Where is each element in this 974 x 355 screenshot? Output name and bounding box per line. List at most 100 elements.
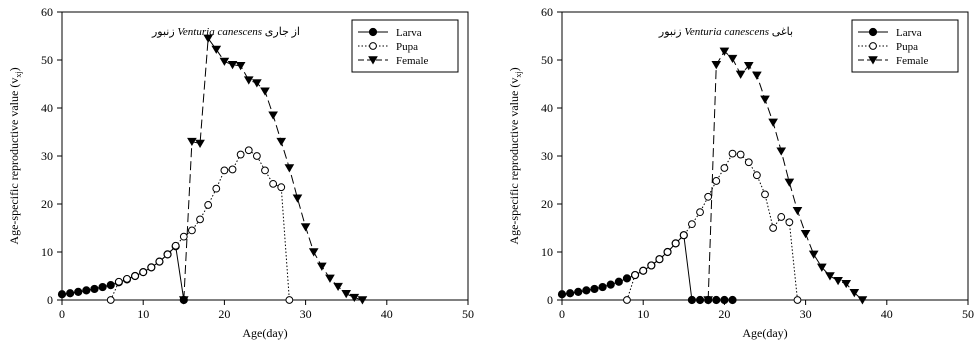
chart2-y-tick-label: 30 — [541, 149, 553, 163]
chart1-point-pupa — [155, 257, 164, 266]
chart2-point-pupa — [647, 261, 656, 270]
chart2-y-tick-label: 60 — [541, 5, 553, 19]
chart2-point-female — [727, 54, 738, 64]
chart2-point-female — [825, 272, 835, 281]
chart1-point-pupa — [252, 152, 261, 160]
chart1-point-pupa — [220, 166, 229, 175]
chart1-point-female — [292, 194, 303, 203]
chart-right: 0 10 20 30 40 50 0 10 20 30 40 50 60 Age(day) Age-spec… — [507, 5, 974, 340]
chart1-point-female — [284, 164, 295, 173]
chart1-point-female — [268, 111, 278, 120]
chart1-point-pupa — [236, 150, 245, 159]
chart1-point-pupa — [114, 277, 123, 286]
chart2-point-pupa — [696, 208, 704, 217]
chart1-point-pupa — [277, 183, 286, 192]
chart2-x-tick-label: 0 — [559, 307, 565, 321]
chart2-point-larva — [598, 282, 607, 292]
chart1-point-pupa — [196, 215, 204, 224]
chart1-point-female — [357, 296, 368, 305]
chart1-point-female — [325, 274, 335, 283]
chart1-series-line-female — [183, 37, 363, 301]
chart2-point-pupa — [752, 171, 761, 180]
chart2-point-female — [776, 147, 787, 156]
chart1-x-tick-label: 10 — [137, 307, 149, 321]
chart2-point-female — [849, 289, 860, 298]
chart2-legend-label-female: Female — [896, 55, 928, 67]
chart2-y-tick-label: 20 — [541, 197, 553, 211]
chart2-point-female — [711, 61, 722, 70]
chart1-point-larva — [106, 281, 115, 290]
chart1-x-tick-label: 50 — [462, 307, 474, 321]
chart2-point-pupa — [712, 177, 721, 185]
chart2-point-female — [857, 296, 868, 305]
chart2-point-female — [808, 250, 819, 259]
chart2-point-larva — [728, 295, 737, 305]
chart1-point-female — [252, 79, 262, 88]
chart1-point-larva — [82, 286, 91, 295]
chart2-point-larva — [687, 295, 697, 305]
chart1-point-female — [195, 139, 205, 148]
chart1-point-female — [219, 57, 230, 66]
chart2-point-pupa — [744, 158, 753, 167]
chart2-point-pupa — [728, 149, 737, 158]
chart2-point-larva — [614, 277, 623, 286]
chart2-legend-marker-larva — [868, 27, 878, 37]
chart1-point-female — [300, 223, 311, 232]
chart1-x-tick-label: 0 — [59, 307, 65, 321]
chart2-x-tick-label: 10 — [637, 307, 649, 321]
chart1-legend-marker-pupa — [369, 42, 377, 50]
chart1-point-pupa — [123, 274, 131, 283]
chart1-y-tick-label: 50 — [41, 53, 53, 67]
chart1-point-pupa — [285, 296, 294, 304]
chart2-point-female — [833, 277, 843, 286]
chart1-point-pupa — [147, 263, 156, 272]
chart1-y-tick-label: 60 — [41, 5, 53, 19]
chart1-point-pupa — [244, 146, 253, 155]
chart2-point-pupa — [688, 220, 696, 229]
chart1-point-female — [308, 248, 319, 257]
chart2-point-pupa — [663, 248, 672, 256]
chart-left: 0 10 20 30 40 50 0 10 20 30 40 50 60 Age(day) Age-spec… — [7, 5, 474, 340]
chart2-point-larva — [712, 295, 721, 305]
chart1-point-pupa — [163, 250, 172, 259]
chart2-point-pupa — [736, 150, 745, 159]
chart1-chart-title: زنبور Venturia canescens از جاری — [151, 26, 300, 38]
chart2-series-line-female — [707, 50, 863, 301]
chart1-legend-marker-female — [368, 56, 378, 65]
chart2-chart-title: زنبور Venturia canescens باغی — [658, 26, 793, 38]
chart1-x-tick-label: 40 — [381, 307, 393, 321]
chart1-y-tick-label: 10 — [41, 245, 53, 259]
chart2-point-larva — [582, 286, 591, 295]
chart2-point-pupa — [671, 239, 680, 248]
chart2-point-larva — [574, 287, 583, 296]
chart1-x-tick-label: 30 — [300, 307, 312, 321]
chart2-point-female — [752, 71, 762, 80]
chart1-point-larva — [57, 290, 67, 299]
chart2-point-female — [792, 206, 803, 216]
chart2-point-pupa — [704, 192, 713, 201]
chart2-point-pupa — [655, 255, 664, 264]
chart1-point-larva — [66, 289, 75, 298]
chart2-legend-label-pupa: Pupa — [896, 41, 918, 53]
chart1-y-axis-label: Age-specific reproductive value (vxj) — [7, 67, 23, 244]
chart2-point-female — [800, 230, 811, 239]
chart2-point-larva — [566, 289, 575, 298]
chart2-point-female — [719, 47, 730, 56]
chart1-point-female — [227, 61, 238, 70]
chart2-point-female — [784, 178, 795, 187]
chart2-point-larva — [695, 295, 705, 305]
chart1-point-female — [260, 87, 270, 96]
chart2-point-pupa — [777, 213, 786, 221]
chart2-point-larva — [557, 290, 567, 299]
chart2-point-female — [760, 95, 770, 104]
chart2-y-tick-label: 40 — [541, 101, 553, 115]
chart2-point-female — [817, 263, 827, 272]
chart1-y-tick-label: 30 — [41, 149, 53, 163]
chart1-point-female — [276, 137, 287, 147]
chart2-legend-marker-female — [868, 56, 878, 65]
chart1-x-axis-label: Age(day) — [242, 326, 287, 340]
chart1-point-female — [333, 282, 343, 292]
chart2-point-pupa — [639, 266, 648, 275]
chart1-point-pupa — [228, 165, 237, 174]
chart1-y-tick-label: 20 — [41, 197, 53, 211]
